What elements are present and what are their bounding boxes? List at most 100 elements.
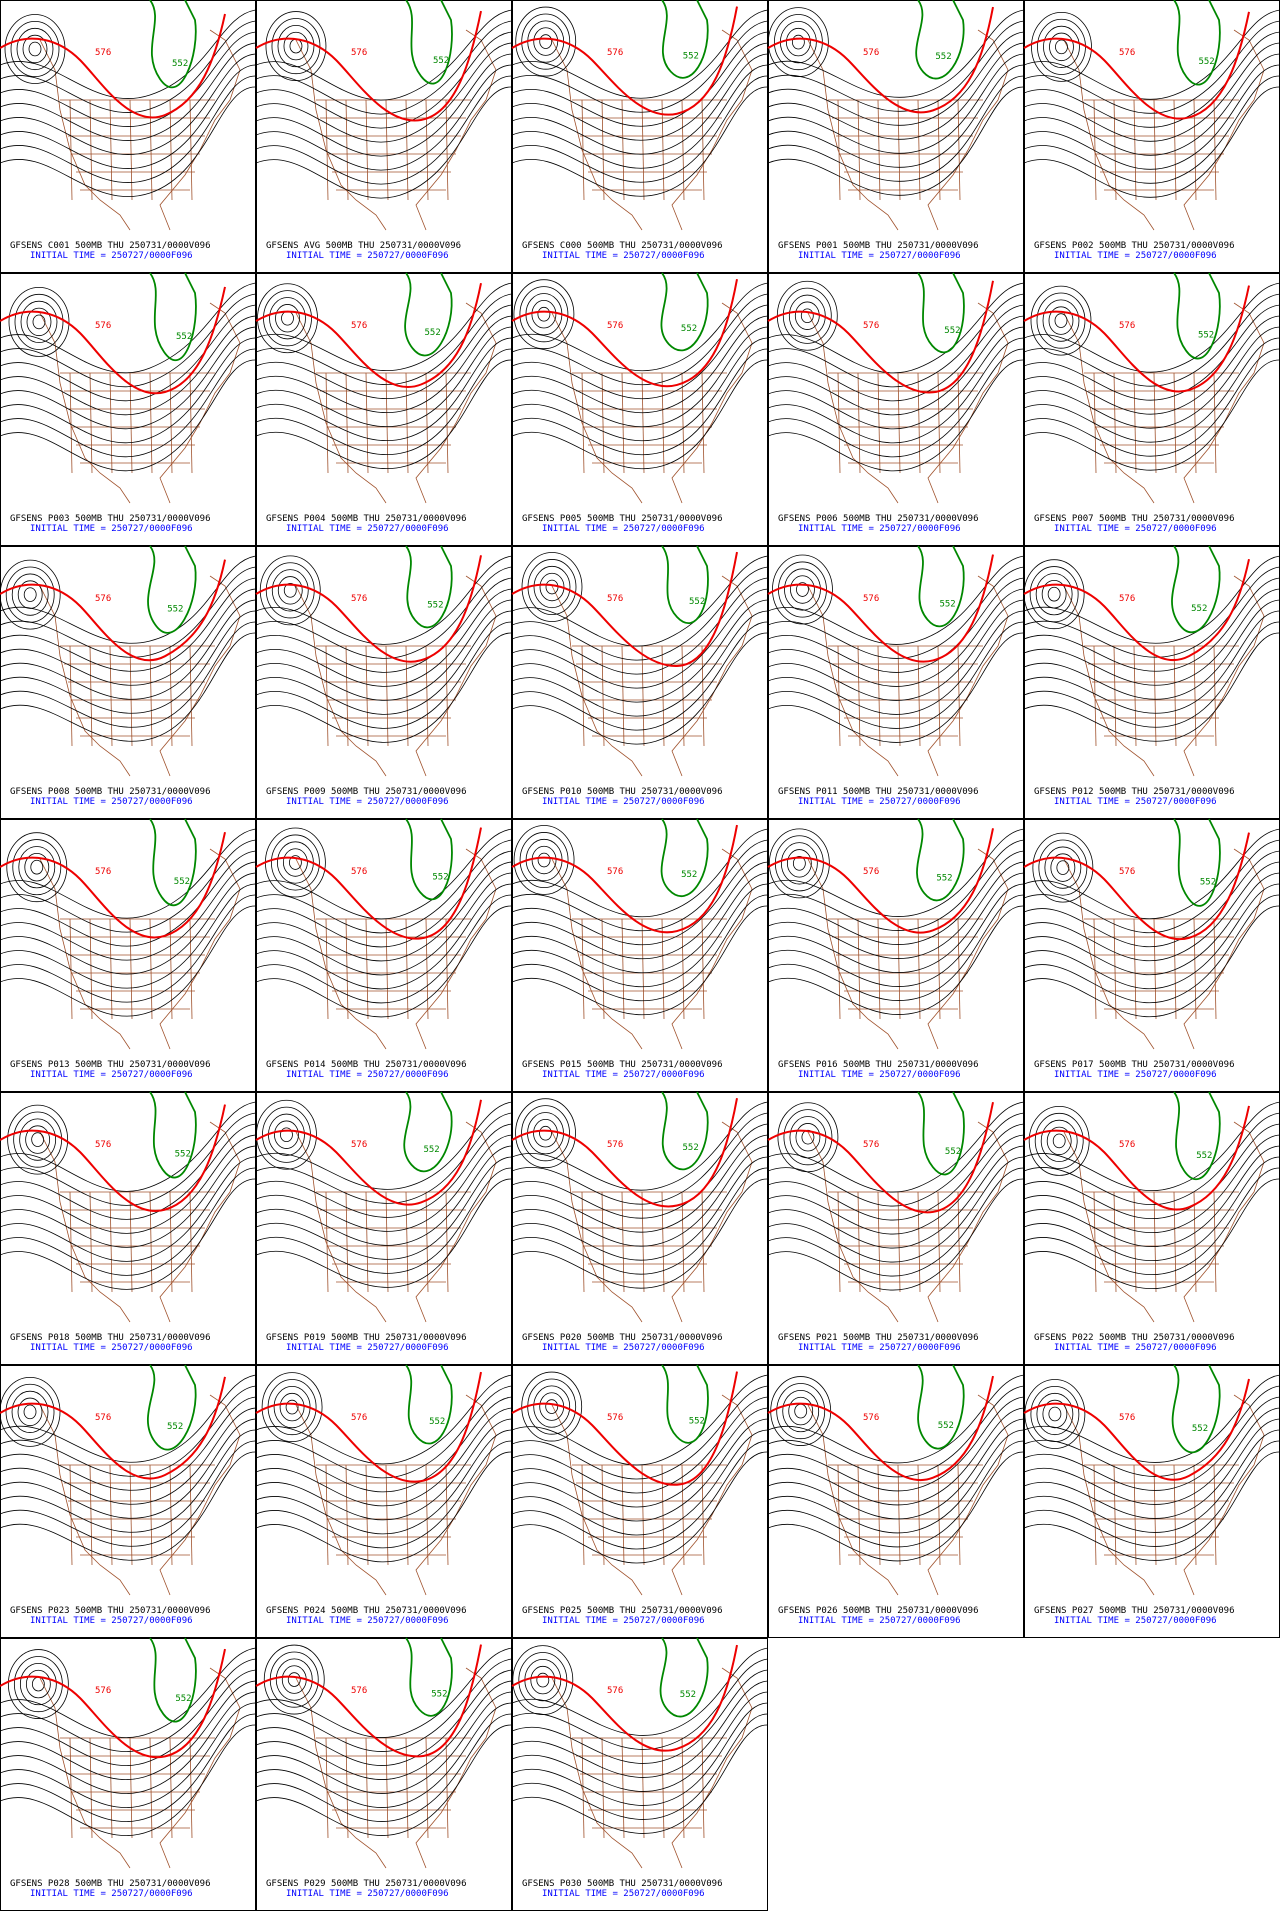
contour-label: 576 <box>351 321 367 331</box>
height-contour <box>511 1702 769 1806</box>
height-contour <box>0 577 257 672</box>
height-contour <box>511 1385 769 1480</box>
contour-label: 576 <box>95 1686 111 1696</box>
coastline <box>807 1394 1009 1596</box>
border-line <box>1093 645 1097 747</box>
border-line <box>109 372 113 474</box>
contour-label: 576 <box>863 321 879 331</box>
contour-552 <box>405 545 453 629</box>
height-contour <box>255 1669 513 1767</box>
height-contour <box>511 1440 769 1550</box>
initial-time: INITIAL TIME = 250727/0000F096 <box>1054 524 1217 534</box>
height-contour <box>255 337 513 441</box>
coastline <box>551 1394 753 1596</box>
height-contour <box>256 1099 317 1170</box>
border-line <box>365 99 369 201</box>
height-contour <box>0 872 257 975</box>
coastline <box>1063 575 1265 777</box>
border-line <box>681 1464 685 1566</box>
border-line <box>601 918 605 1020</box>
contour-label: 552 <box>425 328 441 338</box>
border-line <box>325 918 329 1020</box>
border-line <box>1213 372 1217 474</box>
contour-label: 552 <box>427 600 443 610</box>
contour-label: 576 <box>351 594 367 604</box>
contour-552 <box>403 1091 453 1173</box>
height-contour <box>0 9 257 100</box>
contour-label: 552 <box>167 1422 183 1432</box>
border-line <box>877 372 881 474</box>
border-line <box>937 372 941 474</box>
height-contour <box>796 582 809 597</box>
border-line <box>701 1464 705 1566</box>
map-panel: 576 552 GFSENS P024 500MB THU 250731/0000V… <box>255 1364 513 1638</box>
borders <box>39 29 241 231</box>
border-line <box>149 1737 153 1839</box>
border-line <box>957 1191 961 1293</box>
height-contour <box>0 632 257 742</box>
border-line <box>1173 918 1177 1020</box>
height-contour <box>1054 313 1068 328</box>
coastline <box>1063 1394 1265 1596</box>
height-contour <box>1042 299 1080 342</box>
height-contour <box>0 828 257 919</box>
height-contour <box>255 621 513 729</box>
height-contour <box>767 9 1025 98</box>
height-contour <box>16 27 54 71</box>
height-contour <box>767 42 1025 140</box>
contour-label: 576 <box>607 48 623 58</box>
height-contour <box>767 588 1025 687</box>
height-contour <box>511 1178 769 1289</box>
border-line <box>69 1737 73 1839</box>
map-panel: 576 552 GFSENS P003 500MB THU 250731/0000V… <box>0 272 257 546</box>
map-panel: 576 552 GFSENS P008 500MB THU 250731/0000V… <box>0 545 257 819</box>
height-contour <box>767 1156 1025 1263</box>
height-contour <box>767 1418 1025 1520</box>
height-contour <box>767 282 1025 374</box>
height-contour <box>767 894 1025 1001</box>
height-contour <box>255 905 513 1018</box>
height-contour <box>767 359 1025 472</box>
height-contour <box>255 610 513 715</box>
height-contour <box>533 1385 571 1428</box>
border-line <box>109 1464 113 1566</box>
initial-time: INITIAL TIME = 250727/0000F096 <box>286 524 449 534</box>
height-contour <box>511 632 769 745</box>
height-contour <box>791 34 805 50</box>
height-contour <box>788 294 826 337</box>
initial-time: INITIAL TIME = 250727/0000F096 <box>286 797 449 807</box>
contour-552 <box>917 545 965 628</box>
border-line <box>345 1191 349 1293</box>
borders <box>39 1667 241 1869</box>
panel-border <box>0 273 256 546</box>
height-contour <box>1023 326 1280 429</box>
border-line <box>425 372 429 474</box>
border-line <box>385 372 389 474</box>
panel-label: GFSENS P019 500MB THU 250731/0000V096 <box>266 1333 466 1343</box>
border-line <box>1193 1464 1197 1566</box>
border-line <box>1133 372 1137 474</box>
height-contour <box>255 1134 513 1232</box>
height-contour <box>255 1101 513 1190</box>
height-contour <box>0 1385 257 1477</box>
border-line <box>69 372 73 474</box>
coastline <box>39 302 241 504</box>
border-line <box>149 372 153 474</box>
border-line <box>857 99 861 201</box>
border-line <box>405 1191 409 1293</box>
border-line <box>661 1191 665 1293</box>
coastline <box>551 29 753 231</box>
height-contour <box>0 588 257 686</box>
height-contour <box>0 850 257 947</box>
border-line <box>405 918 409 1020</box>
height-contour <box>1034 1112 1084 1169</box>
height-contour <box>285 1399 299 1415</box>
height-contour <box>255 1418 513 1521</box>
border-line <box>937 1191 941 1293</box>
height-contour <box>277 24 315 68</box>
height-contour <box>255 588 513 687</box>
map-panel: 576 552 GFSENS P013 500MB THU 250731/0000V… <box>0 818 257 1092</box>
border-line <box>445 99 449 201</box>
contour-label: 552 <box>681 870 697 880</box>
height-contour <box>0 348 257 458</box>
